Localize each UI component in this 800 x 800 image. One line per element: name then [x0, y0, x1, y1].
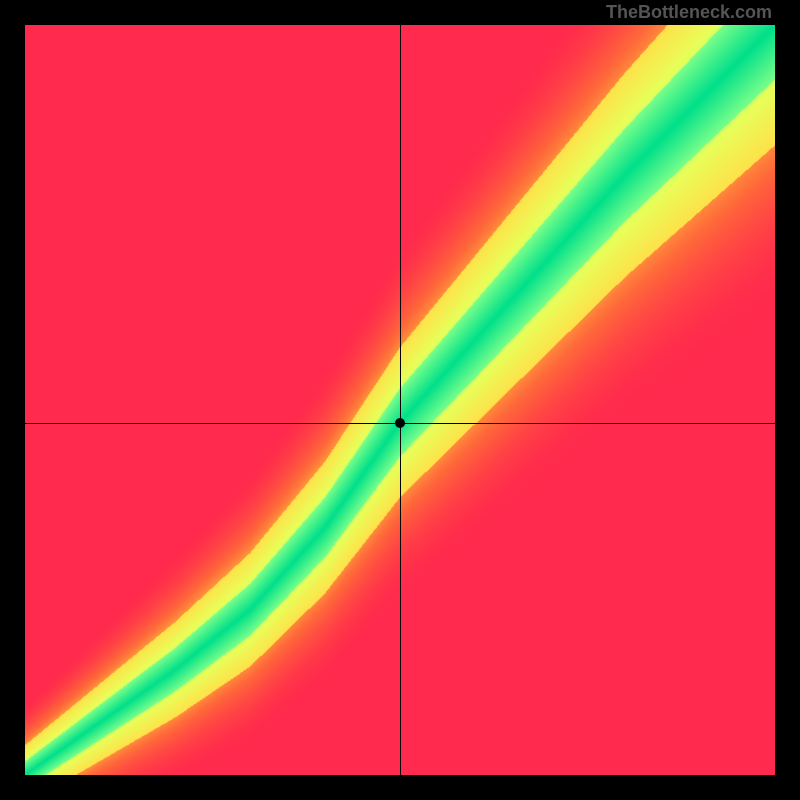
crosshair-marker	[395, 418, 405, 428]
watermark-text: TheBottleneck.com	[606, 2, 772, 23]
plot-area	[25, 25, 775, 775]
crosshair-vertical	[400, 25, 401, 775]
